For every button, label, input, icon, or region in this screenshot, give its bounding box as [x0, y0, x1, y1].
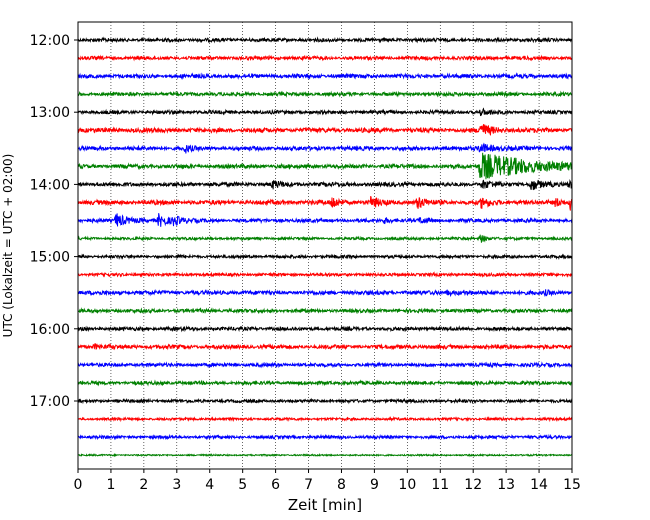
x-axis-label: Zeit [min]: [288, 496, 362, 514]
x-tick-label: 14: [530, 477, 548, 493]
trace-1330: [77, 142, 573, 154]
trace-1230: [77, 72, 573, 81]
y-axis-ticks: 12:00 13:00 14:00 15:00 16:00 17:00: [30, 33, 78, 410]
x-tick-label: 11: [431, 477, 449, 493]
y-tick-label: 17:00: [30, 394, 70, 410]
y-tick-label: 16:00: [30, 322, 70, 338]
trace-1415: [77, 195, 573, 211]
x-tick-label: 2: [139, 477, 148, 493]
trace-1630: [77, 361, 573, 369]
trace-1700: [77, 397, 573, 405]
trace-1400: [77, 179, 573, 191]
x-tick-label: 8: [337, 477, 346, 493]
x-tick-label: 15: [563, 477, 581, 493]
x-tick-label: 12: [464, 477, 482, 493]
trace-1645: [77, 379, 573, 387]
traces: [77, 36, 573, 458]
trace-1500: [77, 253, 573, 260]
trace-1715: [77, 415, 573, 423]
trace-1430: [77, 213, 573, 227]
x-tick-label: 3: [172, 477, 181, 493]
y-axis-label: UTC (Lokalzeit = UTC + 02:00): [1, 154, 15, 338]
trace-1745: [77, 452, 573, 458]
x-tick-label: 10: [398, 477, 416, 493]
x-tick-label: 4: [205, 477, 214, 493]
trace-1615: [77, 343, 573, 351]
trace-1730: [77, 433, 573, 441]
x-tick-label: 1: [106, 477, 115, 493]
y-tick-label: 12:00: [30, 33, 70, 49]
x-tick-label: 13: [497, 477, 515, 493]
y-tick-label: 15:00: [30, 250, 70, 266]
x-tick-label: 9: [370, 477, 379, 493]
x-tick-label: 0: [74, 477, 83, 493]
trace-1345: [77, 152, 573, 180]
trace-1545: [77, 307, 573, 315]
x-tick-label: 5: [238, 477, 247, 493]
y-tick-label: 13:00: [30, 105, 70, 121]
trace-1445: [77, 234, 573, 243]
trace-1215: [77, 54, 573, 62]
trace-1300: [77, 107, 573, 117]
x-axis-ticks: 0 1 2 3 4 5 6 7 8 9 10 11 12 13 14 15: [74, 469, 581, 493]
trace-1315: [77, 124, 573, 136]
trace-1245: [77, 90, 573, 98]
trace-1515: [77, 271, 573, 279]
trace-1600: [77, 325, 573, 333]
x-tick-label: 6: [271, 477, 280, 493]
x-tick-label: 7: [304, 477, 313, 493]
trace-1200: [77, 36, 573, 44]
trace-1530: [77, 288, 573, 298]
plot-frame: [77, 21, 573, 470]
y-tick-label: 14:00: [30, 177, 70, 193]
